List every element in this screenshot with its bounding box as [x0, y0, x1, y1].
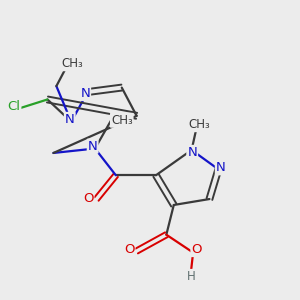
Text: CH₃: CH₃: [111, 114, 133, 127]
Text: O: O: [191, 243, 202, 256]
Text: N: N: [187, 146, 197, 159]
Text: CH₃: CH₃: [61, 57, 83, 70]
Text: N: N: [80, 87, 90, 100]
Text: N: N: [88, 140, 98, 153]
Text: O: O: [124, 243, 134, 256]
Text: N: N: [216, 161, 226, 174]
Text: CH₃: CH₃: [188, 118, 210, 131]
Text: N: N: [65, 113, 75, 126]
Text: Cl: Cl: [8, 100, 20, 113]
Text: H: H: [187, 270, 196, 283]
Text: O: O: [83, 192, 93, 205]
